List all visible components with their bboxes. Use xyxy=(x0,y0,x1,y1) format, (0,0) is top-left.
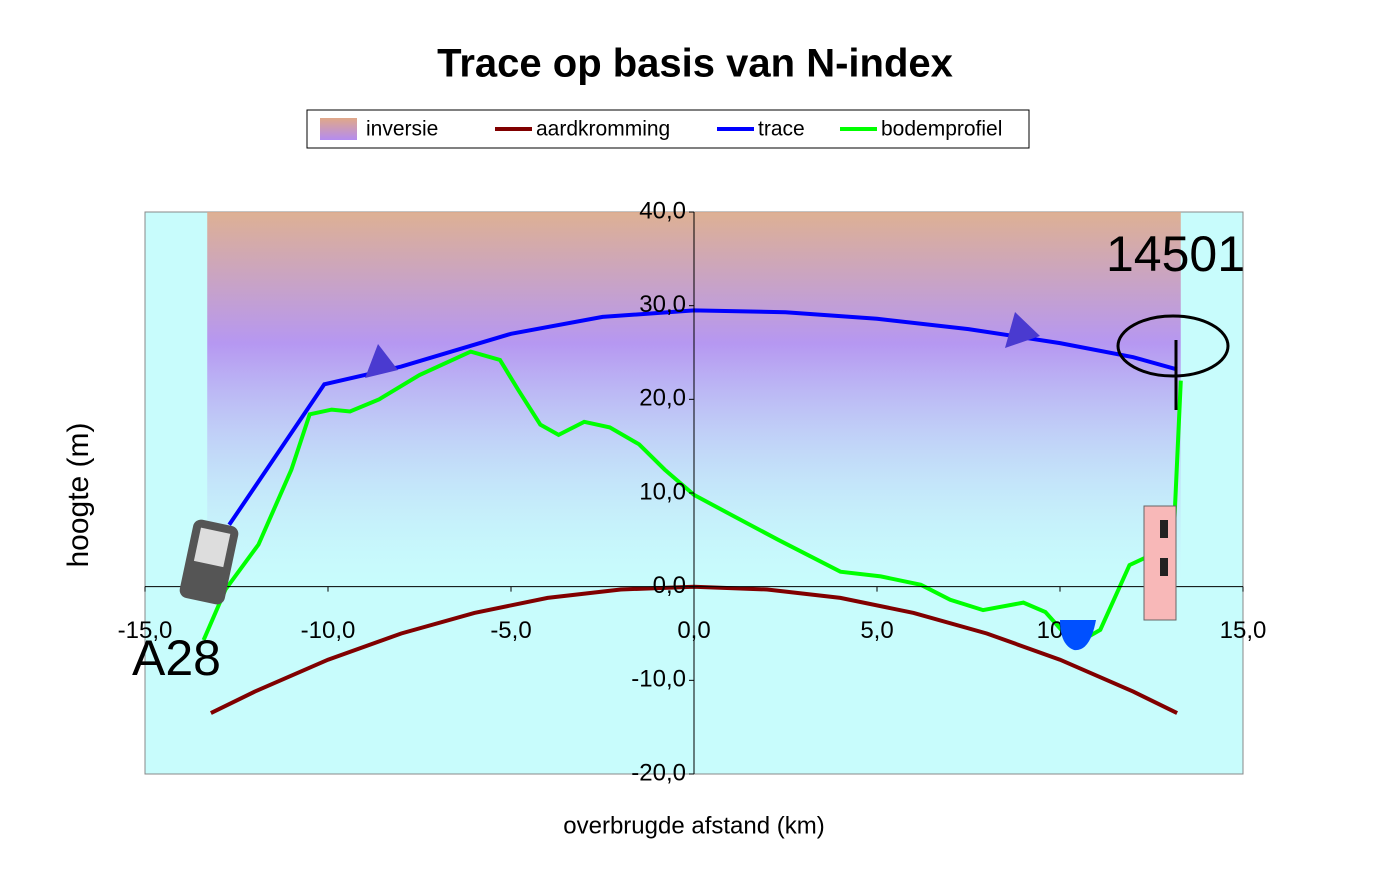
x-tick-label: 5,0 xyxy=(860,617,893,644)
x-tick-label: 0,0 xyxy=(677,617,710,644)
legend-label: bodemprofiel xyxy=(881,118,1002,141)
legend-label: aardkromming xyxy=(536,118,670,141)
y-tick-label: 30,0 xyxy=(639,291,686,318)
legend-label: inversie xyxy=(366,118,438,141)
building-icon xyxy=(1143,505,1177,621)
annotation: A28 xyxy=(132,630,221,686)
y-tick-label: -20,0 xyxy=(631,759,686,786)
arrow-head xyxy=(365,344,398,378)
y-tick-label: 0,0 xyxy=(653,572,686,599)
highlight-ellipse xyxy=(1116,314,1230,378)
legend-label: trace xyxy=(758,118,805,141)
y-tick-label: 20,0 xyxy=(639,385,686,412)
legend-swatch xyxy=(320,118,357,140)
y-axis-label: hoogte (m) xyxy=(62,422,95,567)
legend-box xyxy=(306,109,1030,149)
y-tick-label: -10,0 xyxy=(631,666,686,693)
annotation: 14501 xyxy=(1106,226,1245,282)
phone-icon xyxy=(179,519,239,605)
water-icon xyxy=(1060,620,1096,651)
y-tick-label: 10,0 xyxy=(639,478,686,505)
x-axis-label: overbrugde afstand (km) xyxy=(563,812,824,839)
x-tick-label: -10,0 xyxy=(301,617,356,644)
x-tick-label: -5,0 xyxy=(490,617,531,644)
x-tick-label: 15,0 xyxy=(1220,617,1267,644)
series-line xyxy=(201,349,1183,648)
y-tick-label: 40,0 xyxy=(639,197,686,224)
x-tick-label: -15,0 xyxy=(118,617,173,644)
legend: inversie aardkromming trace bodemprofiel xyxy=(320,118,1002,141)
arrow-head xyxy=(1005,312,1040,348)
plot: -20,0 -10,0 0,0 10,0 20,0 30,0 40,0 -15,0 -10,0 -… xyxy=(118,197,1267,786)
chart-title: Trace op basis van N-index xyxy=(437,42,953,86)
